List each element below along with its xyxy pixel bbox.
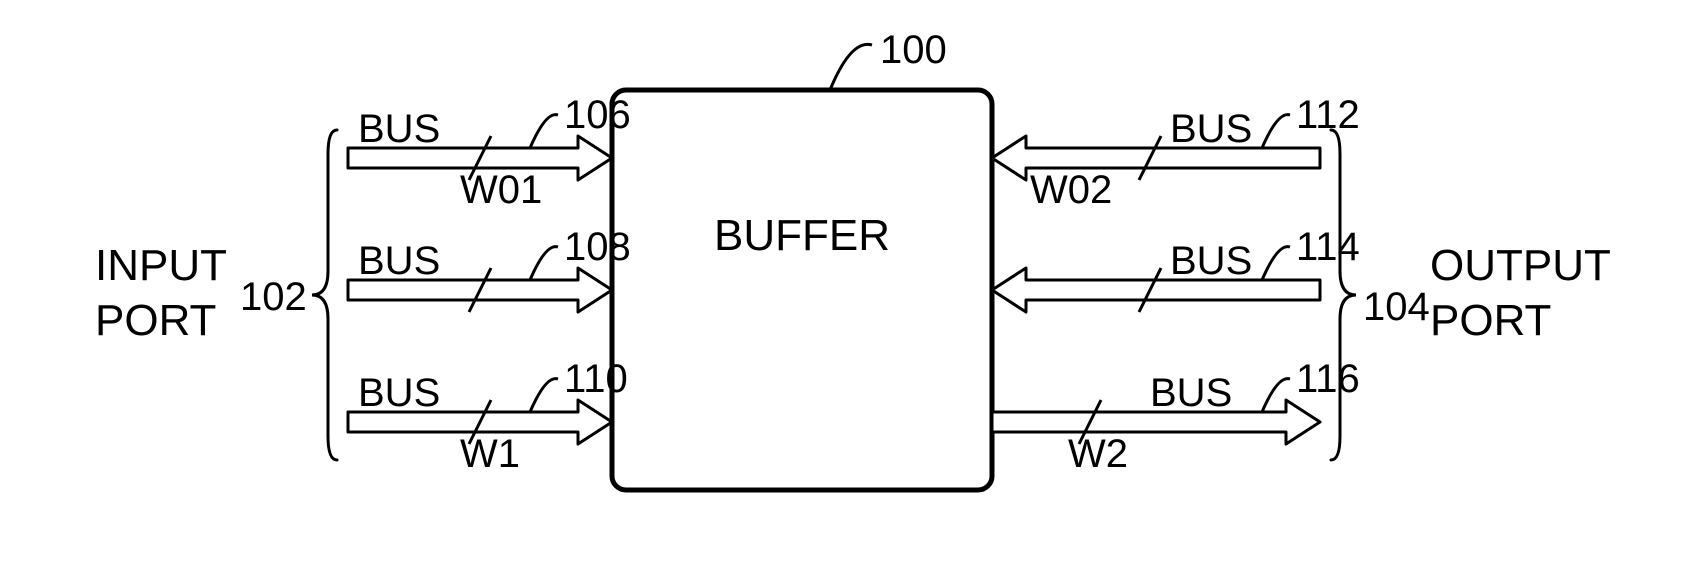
input-port-title-2: PORT <box>95 296 216 345</box>
bus-label-above-b112: BUS <box>1170 107 1252 151</box>
bus-label-above-b114: BUS <box>1170 239 1252 283</box>
bus-label-above-b106: BUS <box>358 107 440 151</box>
ref-num-b106: 106 <box>564 93 631 137</box>
brace-input <box>312 130 337 460</box>
ref-num-b108: 108 <box>564 225 631 269</box>
bus-label-below-b112: W02 <box>1030 168 1112 212</box>
output-port-title-2: PORT <box>1430 296 1551 345</box>
bus-label-above-b108: BUS <box>358 239 440 283</box>
bus-label-below-b106: W01 <box>460 168 542 212</box>
brace-output <box>1331 130 1356 460</box>
bus-label-below-b116: W2 <box>1068 432 1128 476</box>
bus-label-below-b110: W1 <box>460 432 520 476</box>
ref-num-104: 104 <box>1363 285 1430 329</box>
ref-lead-b108 <box>530 247 558 280</box>
ref-num-100: 100 <box>880 28 947 72</box>
bus-label-above-b110: BUS <box>358 371 440 415</box>
ref-num-102: 102 <box>240 275 307 319</box>
ref-lead-b106 <box>530 115 558 148</box>
buffer-label: BUFFER <box>714 211 890 260</box>
ref-lead-b110 <box>530 379 558 412</box>
ref-num-b114: 114 <box>1296 225 1360 269</box>
ref-num-b116: 116 <box>1296 357 1360 401</box>
ref-lead-b112 <box>1262 115 1290 148</box>
ref-lead-100 <box>830 44 872 90</box>
buffer-box <box>612 90 992 490</box>
bus-label-above-b116: BUS <box>1150 371 1232 415</box>
bus-arrow-b114 <box>992 268 1320 312</box>
input-port-title-1: INPUT <box>95 241 227 290</box>
ref-num-b112: 112 <box>1296 93 1360 137</box>
output-port-title-1: OUTPUT <box>1430 241 1611 290</box>
ref-lead-b114 <box>1262 247 1290 280</box>
ref-num-b110: 110 <box>564 357 628 401</box>
